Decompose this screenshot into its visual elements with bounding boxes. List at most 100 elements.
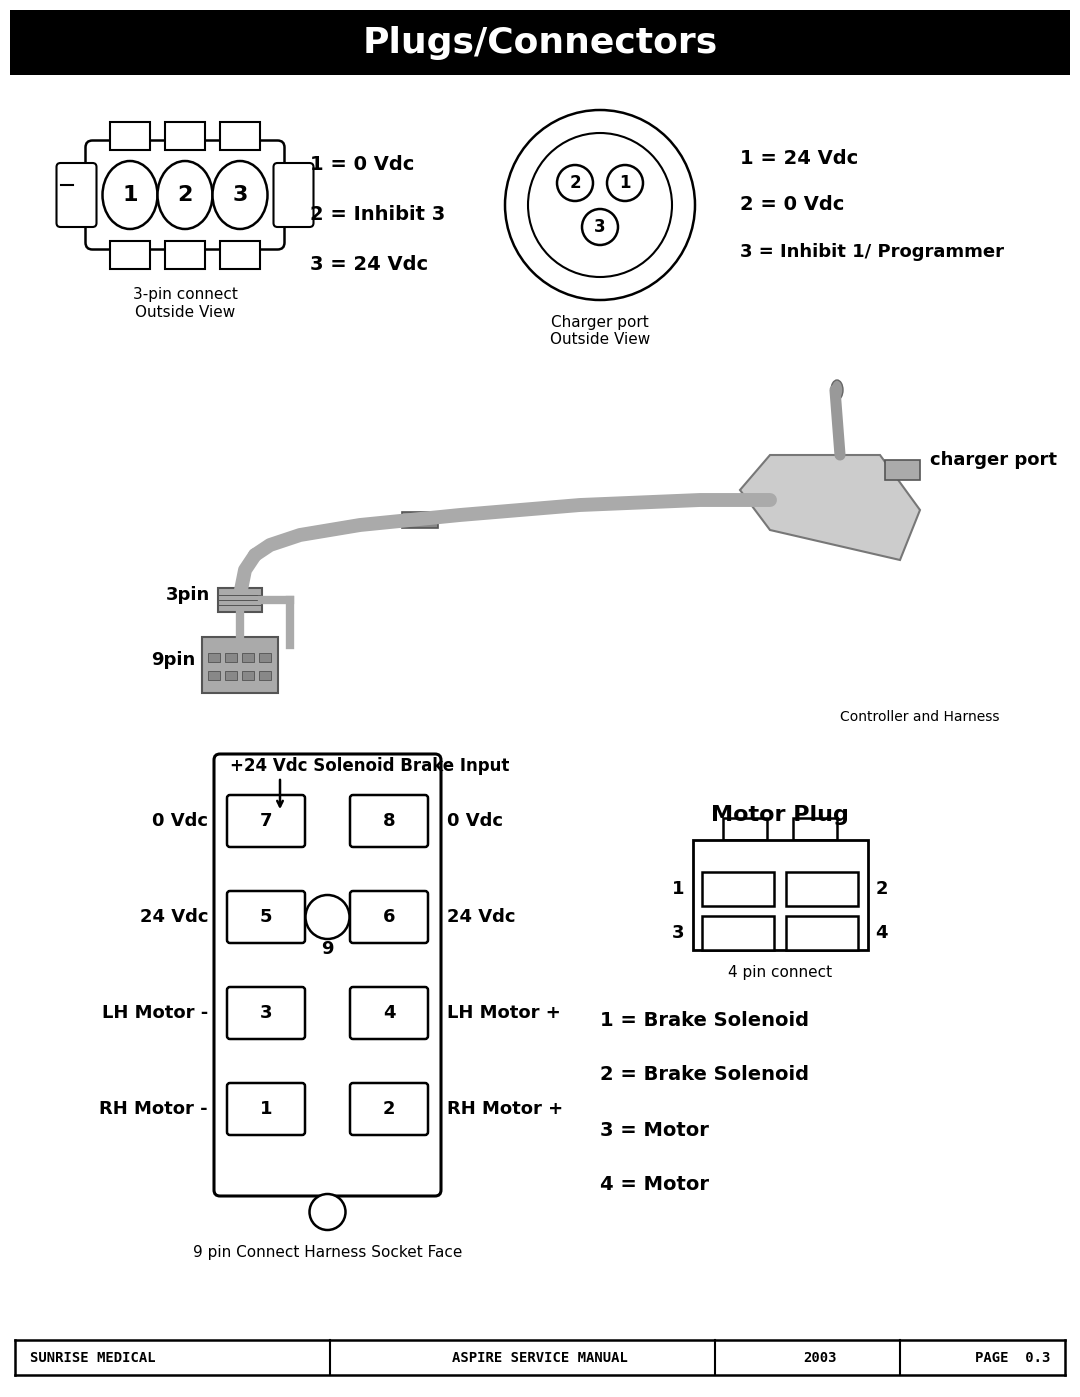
Text: 2 = Brake Solenoid: 2 = Brake Solenoid [600, 1066, 809, 1084]
Text: 5: 5 [260, 908, 272, 926]
Text: 2003: 2003 [804, 1351, 837, 1365]
Text: 4: 4 [382, 1004, 395, 1023]
Bar [242, 671, 254, 680]
Text: 9 pin Connect Harness Socket Face: 9 pin Connect Harness Socket Face [193, 1245, 462, 1260]
Text: 24 Vdc: 24 Vdc [447, 908, 515, 926]
Text: 4: 4 [876, 923, 888, 942]
FancyBboxPatch shape [227, 1083, 305, 1134]
FancyBboxPatch shape [227, 988, 305, 1039]
Text: 2: 2 [569, 175, 581, 191]
Circle shape [557, 165, 593, 201]
Text: 3: 3 [232, 184, 247, 205]
Text: RH Motor +: RH Motor + [447, 1099, 563, 1118]
Bar [208, 671, 220, 680]
Text: 4 = Motor: 4 = Motor [600, 1175, 708, 1194]
Text: ASPIRE SERVICE MANUAL: ASPIRE SERVICE MANUAL [453, 1351, 627, 1365]
Text: 9pin: 9pin [151, 651, 195, 669]
Circle shape [310, 1194, 346, 1229]
Bar [225, 671, 237, 680]
Text: 2: 2 [876, 880, 888, 898]
Text: 3: 3 [594, 218, 606, 236]
Text: SUNRISE MEDICAL: SUNRISE MEDICAL [30, 1351, 156, 1365]
Bar [723, 819, 767, 840]
Ellipse shape [158, 161, 213, 229]
Text: 6: 6 [382, 908, 395, 926]
Text: 2 = Inhibit 3: 2 = Inhibit 3 [310, 205, 445, 225]
Bar [220, 240, 260, 268]
Text: 2: 2 [382, 1099, 395, 1118]
Text: 3 = Inhibit 1/ Programmer: 3 = Inhibit 1/ Programmer [740, 243, 1004, 261]
Bar [702, 916, 774, 950]
Text: RH Motor -: RH Motor - [99, 1099, 208, 1118]
Bar [786, 872, 858, 907]
Text: Charger port
Outside View: Charger port Outside View [550, 314, 650, 348]
Text: 1 = 0 Vdc: 1 = 0 Vdc [310, 155, 415, 175]
Bar [402, 511, 438, 528]
Ellipse shape [831, 380, 843, 400]
Text: 0 Vdc: 0 Vdc [152, 812, 208, 830]
Bar [225, 652, 237, 662]
Bar [259, 671, 271, 680]
Circle shape [306, 895, 350, 939]
FancyBboxPatch shape [350, 1083, 428, 1134]
Text: Controller and Harness: Controller and Harness [840, 710, 1000, 724]
Text: Motor Plug: Motor Plug [711, 805, 849, 826]
Text: 2 = 0 Vdc: 2 = 0 Vdc [740, 196, 845, 215]
Text: 3 = 24 Vdc: 3 = 24 Vdc [310, 256, 428, 274]
Bar [165, 240, 205, 268]
Text: 1: 1 [672, 880, 685, 898]
Bar [793, 819, 837, 840]
Text: 24 Vdc: 24 Vdc [139, 908, 208, 926]
FancyBboxPatch shape [273, 163, 313, 226]
Bar [786, 916, 858, 950]
Text: 3 = Motor: 3 = Motor [600, 1120, 708, 1140]
Text: 1: 1 [122, 184, 138, 205]
Text: 3: 3 [260, 1004, 272, 1023]
Circle shape [582, 210, 618, 244]
Ellipse shape [213, 161, 268, 229]
Bar [242, 652, 254, 662]
Bar [218, 588, 262, 612]
FancyBboxPatch shape [85, 141, 284, 250]
Text: charger port: charger port [930, 451, 1057, 469]
Bar [110, 122, 150, 149]
FancyBboxPatch shape [350, 891, 428, 943]
Bar [110, 240, 150, 268]
Ellipse shape [103, 161, 158, 229]
Bar [10, 10, 1070, 75]
Text: 9: 9 [321, 940, 334, 958]
Circle shape [528, 133, 672, 277]
Text: +24 Vdc Solenoid Brake Input: +24 Vdc Solenoid Brake Input [230, 757, 510, 775]
Text: 2: 2 [177, 184, 192, 205]
Circle shape [607, 165, 643, 201]
Text: LH Motor -: LH Motor - [102, 1004, 208, 1023]
FancyBboxPatch shape [56, 163, 96, 226]
FancyBboxPatch shape [350, 988, 428, 1039]
Text: 3: 3 [672, 923, 685, 942]
Bar [885, 460, 920, 481]
Text: 1 = Brake Solenoid: 1 = Brake Solenoid [600, 1010, 809, 1030]
FancyBboxPatch shape [214, 754, 441, 1196]
Bar [208, 652, 220, 662]
Bar [259, 652, 271, 662]
Text: 8: 8 [382, 812, 395, 830]
Text: PAGE  0.3: PAGE 0.3 [974, 1351, 1050, 1365]
Text: LH Motor +: LH Motor + [447, 1004, 561, 1023]
FancyBboxPatch shape [227, 795, 305, 847]
Text: 1: 1 [619, 175, 631, 191]
Bar [692, 840, 867, 950]
Text: 4 pin connect: 4 pin connect [728, 965, 832, 981]
Text: 7: 7 [260, 812, 272, 830]
Text: 1 = 24 Vdc: 1 = 24 Vdc [740, 148, 859, 168]
Text: Plugs/Connectors: Plugs/Connectors [363, 25, 717, 60]
Bar [702, 872, 774, 907]
FancyBboxPatch shape [227, 891, 305, 943]
Bar [165, 122, 205, 149]
Text: 3pin: 3pin [165, 585, 210, 604]
Text: 3-pin connect
Outside View: 3-pin connect Outside View [133, 288, 238, 320]
Bar [202, 637, 278, 693]
Bar [220, 122, 260, 149]
Text: 1: 1 [260, 1099, 272, 1118]
FancyBboxPatch shape [350, 795, 428, 847]
Circle shape [505, 110, 696, 300]
